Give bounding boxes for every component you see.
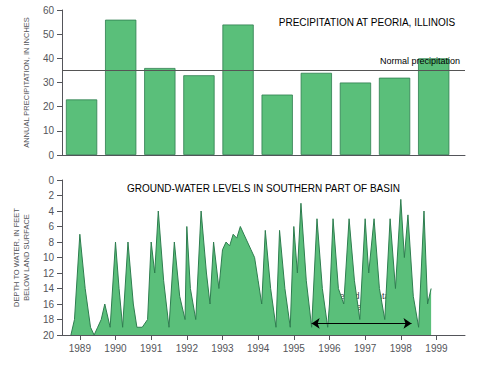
svg-text:20: 20 — [43, 101, 55, 112]
svg-text:1996: 1996 — [318, 343, 341, 354]
svg-text:1991: 1991 — [140, 343, 163, 354]
svg-text:2: 2 — [48, 190, 54, 201]
svg-text:40: 40 — [43, 53, 55, 64]
svg-text:GROUND-WATER LEVELS IN SOUTHER: GROUND-WATER LEVELS IN SOUTHERN PART OF … — [127, 183, 400, 194]
svg-text:1998: 1998 — [390, 343, 413, 354]
svg-text:50: 50 — [43, 29, 55, 40]
svg-text:Normal precipitation: Normal precipitation — [380, 56, 460, 66]
svg-text:DEPTH TO WATER, IN FEET: DEPTH TO WATER, IN FEET — [12, 208, 21, 307]
svg-text:16: 16 — [43, 299, 55, 310]
svg-text:1992: 1992 — [176, 343, 199, 354]
svg-text:0: 0 — [48, 175, 54, 186]
svg-text:14: 14 — [43, 283, 55, 294]
svg-text:ANNUAL PRECIPITATION, IN INCHE: ANNUAL PRECIPITATION, IN INCHES — [22, 17, 31, 148]
svg-text:1989: 1989 — [69, 343, 92, 354]
svg-text:1995: 1995 — [283, 343, 306, 354]
svg-text:6: 6 — [48, 221, 54, 232]
svg-text:20: 20 — [43, 330, 55, 341]
svg-text:10: 10 — [43, 252, 55, 263]
svg-text:60: 60 — [43, 5, 55, 16]
svg-text:PRECIPITATION AT PEORIA, ILLIN: PRECIPITATION AT PEORIA, ILLINOIS — [279, 17, 456, 28]
svg-text:BELOW LAND SURFACE: BELOW LAND SURFACE — [22, 214, 31, 301]
svg-text:12: 12 — [43, 268, 55, 279]
svg-text:1997: 1997 — [354, 343, 377, 354]
svg-text:4: 4 — [48, 206, 54, 217]
svg-text:10: 10 — [43, 125, 55, 136]
svg-text:8: 8 — [48, 237, 54, 248]
svg-text:1994: 1994 — [247, 343, 270, 354]
svg-text:0: 0 — [48, 150, 54, 161]
svg-text:1993: 1993 — [211, 343, 234, 354]
svg-text:1999: 1999 — [425, 343, 448, 354]
svg-text:1990: 1990 — [104, 343, 127, 354]
svg-text:18: 18 — [43, 314, 55, 325]
svg-text:30: 30 — [43, 77, 55, 88]
